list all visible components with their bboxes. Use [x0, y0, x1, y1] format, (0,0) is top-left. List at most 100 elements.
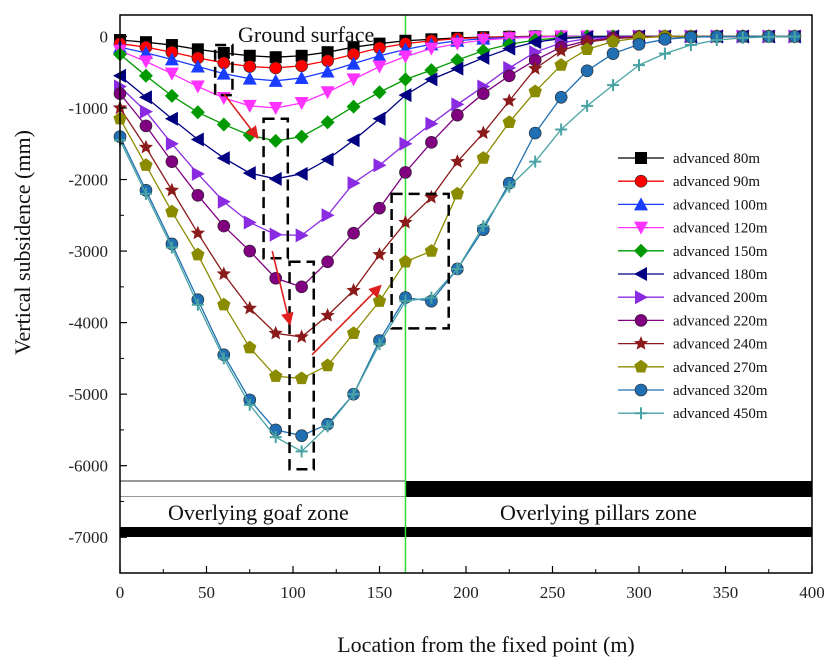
data-point	[684, 39, 697, 52]
legend-swatch-marker	[634, 174, 648, 188]
data-point	[580, 42, 594, 55]
data-point	[243, 49, 256, 62]
x-tick-label: 200	[453, 583, 479, 602]
data-point	[373, 201, 386, 215]
y-tick-label: -4000	[68, 314, 108, 333]
data-point	[139, 119, 153, 133]
x-tick-label: 100	[280, 583, 306, 602]
x-tick-label: 50	[198, 583, 215, 602]
data-point	[217, 297, 231, 311]
data-point	[476, 50, 490, 65]
data-point	[217, 46, 230, 59]
data-point	[138, 55, 153, 69]
data-point	[294, 129, 309, 144]
data-point	[321, 420, 334, 433]
data-point	[139, 158, 153, 171]
data-point	[554, 90, 568, 104]
data-point	[191, 298, 204, 311]
red-arrow	[311, 284, 382, 356]
data-point	[294, 166, 308, 181]
data-point	[294, 371, 309, 385]
y-tick-label: -2000	[68, 171, 108, 190]
data-point	[242, 99, 257, 113]
legend-item-3: advanced 120m	[618, 221, 768, 237]
x-axis-title: Location from the fixed point (m)	[337, 632, 635, 657]
data-point	[450, 154, 465, 168]
dashed-highlight-box	[213, 43, 234, 97]
data-point	[190, 59, 205, 73]
pillars-zone-label: Overlying pillars zone	[500, 500, 697, 525]
data-point	[190, 105, 205, 120]
zone-black-band	[120, 527, 812, 537]
data-point	[164, 67, 179, 81]
data-point	[321, 208, 335, 223]
data-point	[555, 123, 568, 136]
y-tick-label: -6000	[68, 457, 108, 476]
data-point	[321, 255, 334, 269]
data-point	[242, 166, 256, 181]
legend-label: advanced 450m	[673, 406, 768, 422]
data-point	[191, 247, 205, 261]
data-point	[528, 84, 542, 98]
data-point	[658, 47, 671, 60]
data-point	[294, 70, 309, 84]
data-point	[399, 295, 412, 308]
data-point	[554, 43, 569, 57]
data-point	[216, 266, 231, 281]
data-point	[762, 30, 775, 43]
x-tick-label: 300	[626, 583, 652, 602]
data-point	[736, 31, 749, 44]
data-point	[398, 88, 412, 103]
data-point	[347, 388, 360, 401]
data-point	[372, 48, 387, 62]
data-point	[398, 214, 413, 229]
data-point	[268, 171, 282, 186]
annotation-layer: Ground surface Overlying goaf zone Overlyi…	[168, 22, 697, 525]
y-tick-label: -5000	[68, 385, 108, 404]
legend-item-5: advanced 180m	[618, 267, 768, 283]
legend-item-11: advanced 450m	[618, 406, 768, 422]
data-point	[320, 115, 335, 130]
legend-label: advanced 100m	[673, 197, 768, 213]
legend-label: advanced 220m	[673, 313, 768, 329]
data-point	[372, 247, 387, 261]
data-point	[191, 43, 204, 56]
data-point	[295, 59, 308, 73]
ground-surface-label: Ground surface	[238, 22, 374, 47]
data-point	[243, 244, 257, 258]
data-point	[268, 133, 283, 148]
data-point	[372, 111, 386, 126]
data-point	[217, 352, 230, 365]
red-arrow	[223, 93, 259, 140]
legend-swatch-marker	[634, 383, 648, 397]
legend-label: advanced 80m	[673, 151, 760, 167]
data-point	[216, 151, 230, 166]
data-point	[165, 155, 179, 168]
data-point	[164, 111, 178, 126]
legend-item-8: advanced 240m	[618, 336, 768, 353]
goaf-zone-band-top	[119, 480, 406, 498]
data-point	[139, 187, 152, 200]
data-point	[347, 226, 360, 240]
legend-label: advanced 150m	[673, 244, 768, 260]
data-point	[477, 220, 490, 233]
data-point	[424, 63, 439, 78]
data-point	[373, 338, 386, 351]
series-layer	[112, 28, 802, 458]
data-point	[138, 90, 152, 105]
legend-item-7: advanced 220m	[618, 313, 768, 329]
y-tick-label: -7000	[68, 528, 108, 547]
data-point	[450, 186, 465, 200]
y-axis-title: Vertical subsidence (mm)	[10, 130, 35, 355]
legend-swatch-marker	[633, 336, 649, 350]
data-point	[347, 176, 361, 191]
data-point	[425, 136, 438, 149]
data-point	[581, 99, 594, 112]
data-point	[139, 104, 153, 119]
data-point	[399, 136, 413, 151]
data-point	[425, 116, 439, 131]
data-point	[216, 117, 231, 132]
data-point	[503, 180, 516, 193]
legend-label: advanced 90m	[673, 174, 760, 190]
x-tick-label: 400	[799, 583, 825, 602]
